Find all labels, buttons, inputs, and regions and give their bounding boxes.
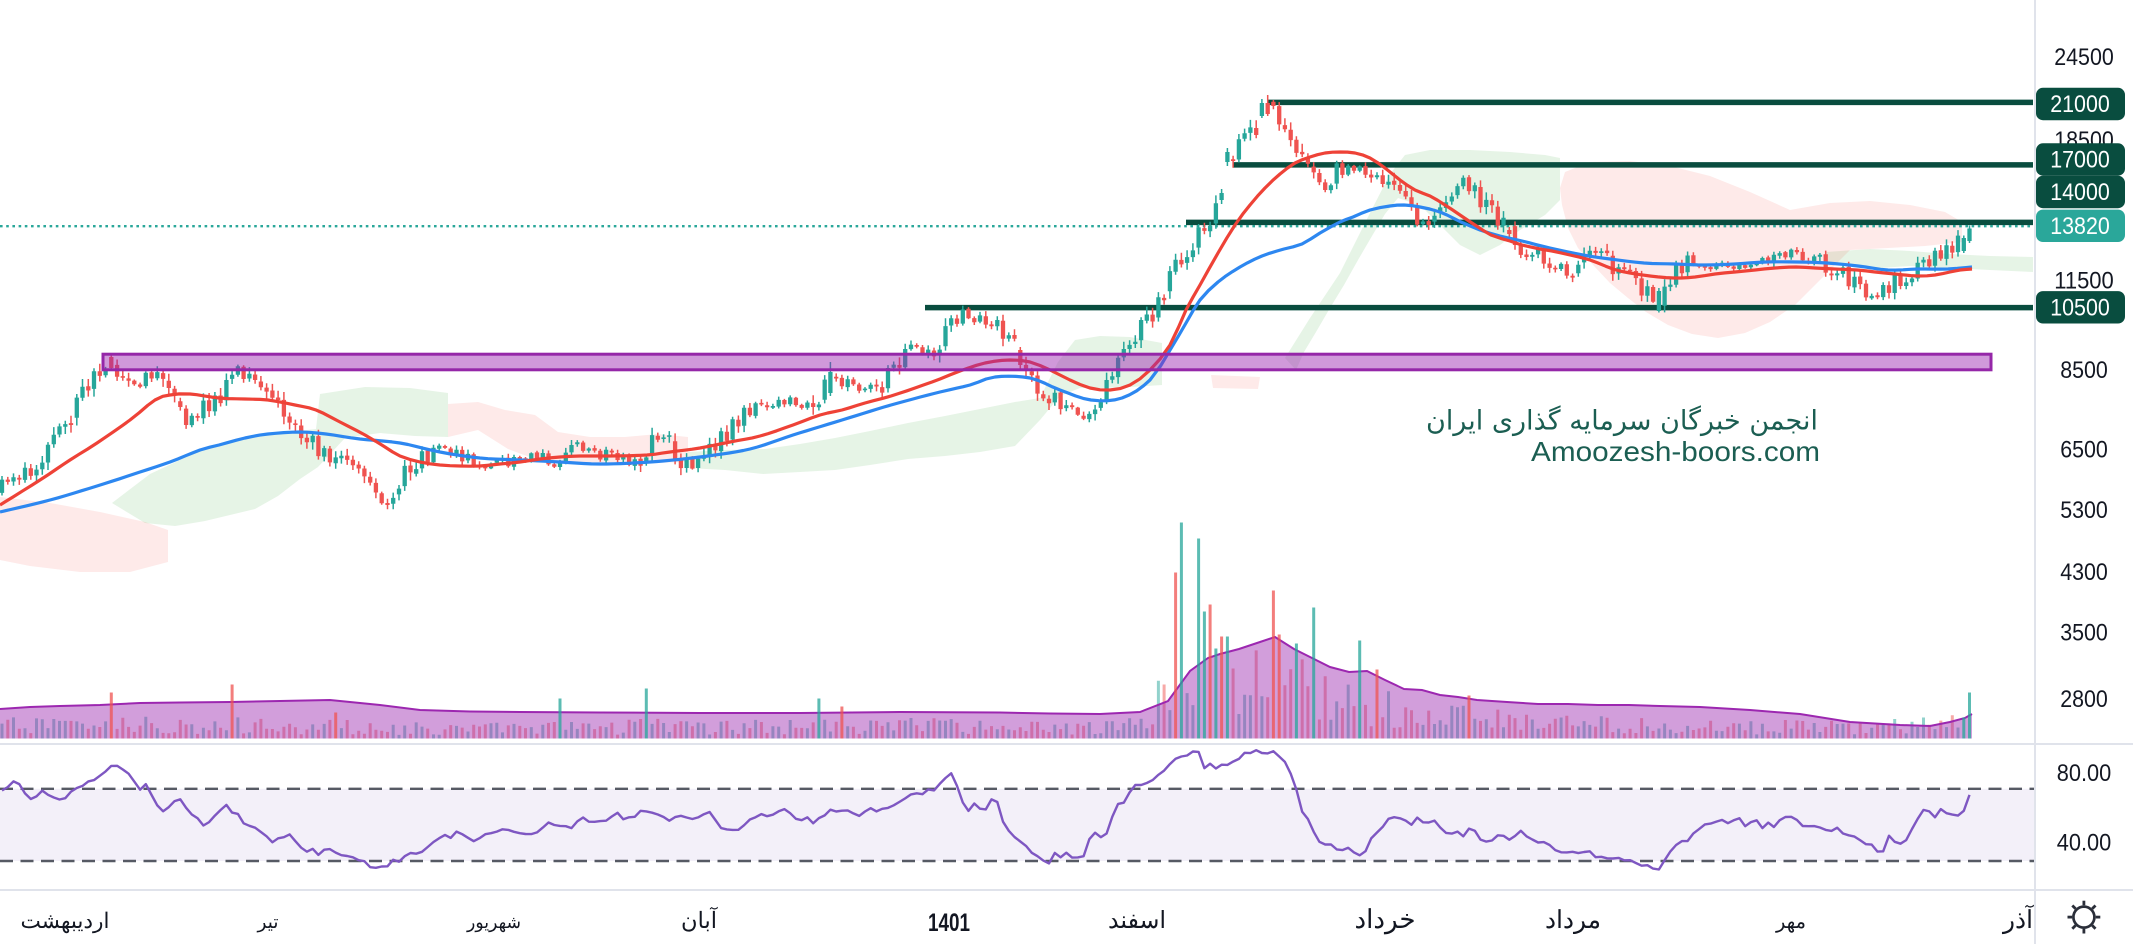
- svg-text:11500: 11500: [2054, 268, 2114, 295]
- svg-text:4300: 4300: [2060, 559, 2108, 586]
- svg-text:14000: 14000: [2050, 179, 2110, 206]
- svg-text:21000: 21000: [2050, 91, 2110, 118]
- svg-text:8500: 8500: [2060, 357, 2108, 384]
- svg-text:10500: 10500: [2050, 295, 2110, 322]
- svg-text:6500: 6500: [2060, 437, 2108, 464]
- svg-text:2800: 2800: [2060, 686, 2108, 713]
- svg-text:Amoozesh-boors.com: Amoozesh-boors.com: [1531, 436, 1820, 467]
- svg-text:5300: 5300: [2060, 497, 2108, 524]
- svg-text:80.00: 80.00: [2057, 760, 2112, 787]
- svg-text:24500: 24500: [2054, 44, 2114, 71]
- svg-text:1401: 1401: [928, 909, 970, 937]
- svg-text:3500: 3500: [2060, 620, 2108, 647]
- svg-text:13820: 13820: [2050, 213, 2110, 240]
- svg-text:40.00: 40.00: [2057, 830, 2112, 857]
- svg-text:17000: 17000: [2050, 147, 2110, 174]
